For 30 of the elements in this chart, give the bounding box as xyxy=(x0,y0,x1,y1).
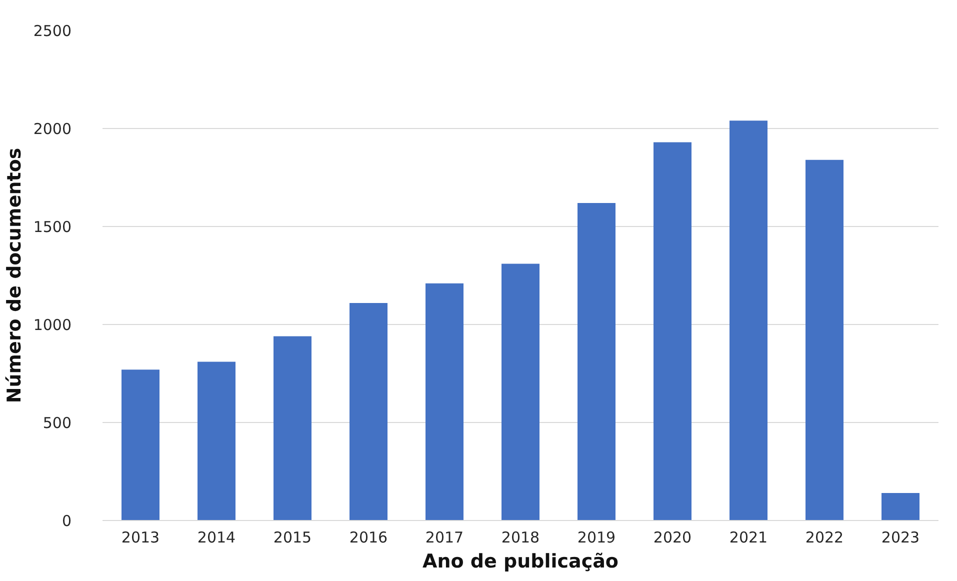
bar xyxy=(882,493,920,520)
bar xyxy=(350,302,388,520)
bar xyxy=(274,336,312,520)
x-tick-label: 2015 xyxy=(273,528,312,546)
x-tick-label: 2021 xyxy=(729,528,768,546)
bar xyxy=(730,120,768,520)
x-tick-label: 2018 xyxy=(501,528,540,546)
bar xyxy=(502,264,540,520)
y-tick-label: 500 xyxy=(42,414,72,432)
y-tick-label: 2000 xyxy=(33,120,72,138)
bar xyxy=(122,370,160,520)
x-tick-label: 2023 xyxy=(881,528,920,546)
y-tick-label: 2500 xyxy=(33,22,72,40)
x-tick-label: 2017 xyxy=(425,528,464,546)
y-tick-label: 0 xyxy=(62,512,72,530)
y-tick-label: 1500 xyxy=(33,218,72,236)
y-axis-title: Número de documentos xyxy=(3,148,26,404)
x-tick-label: 2016 xyxy=(349,528,388,546)
x-tick-label: 2013 xyxy=(121,528,160,546)
x-tick-label: 2014 xyxy=(197,528,236,546)
x-tick-label: 2019 xyxy=(577,528,616,546)
bar xyxy=(654,142,692,520)
bar xyxy=(806,160,844,520)
x-tick-label: 2022 xyxy=(805,528,844,546)
bar xyxy=(578,202,616,520)
x-axis-title: Ano de publicação xyxy=(422,550,618,572)
bar xyxy=(198,362,236,520)
bar xyxy=(426,283,464,520)
y-tick-label: 1000 xyxy=(33,316,72,334)
x-tick-label: 2020 xyxy=(653,528,692,546)
